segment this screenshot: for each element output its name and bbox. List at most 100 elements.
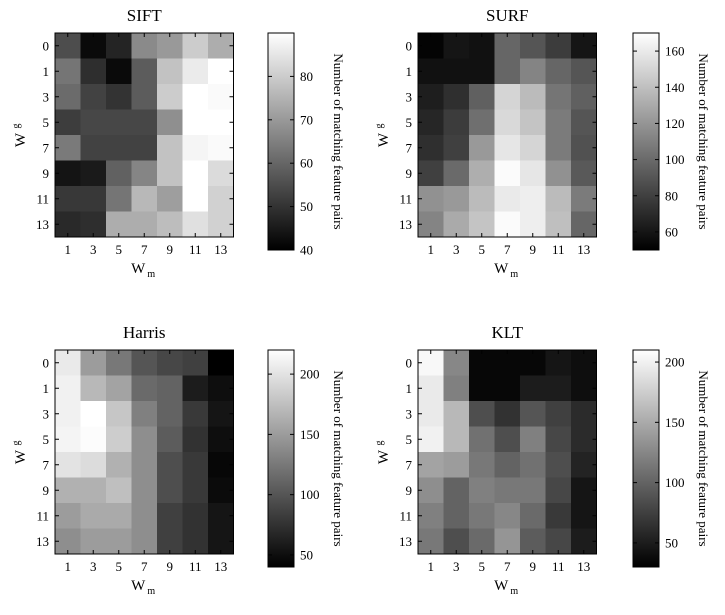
heatmap-cell	[80, 375, 107, 402]
heatmap-cell	[443, 33, 470, 59]
heatmap-cell	[106, 135, 132, 161]
heatmap-cell	[182, 452, 209, 478]
heatmap-cell	[131, 135, 158, 161]
heatmap-cell	[157, 33, 183, 59]
heatmap-cell	[469, 84, 495, 110]
y-tick-label: 11	[399, 191, 412, 206]
heatmap-cell	[55, 503, 81, 529]
heatmap-cell	[157, 503, 183, 529]
heatmap-cell	[131, 84, 158, 110]
heatmap-cell	[157, 452, 183, 478]
heatmap-cell	[157, 426, 183, 453]
y-tick-label: 3	[406, 406, 413, 421]
heatmap-cell	[545, 109, 572, 136]
heatmap-cell	[106, 33, 132, 59]
heatmap-cell	[520, 477, 546, 504]
heatmap-cell	[55, 477, 81, 504]
heatmap-cell	[418, 135, 444, 161]
y-axis-label: W	[376, 132, 392, 147]
heatmap-cell	[520, 503, 546, 529]
heatmap-cell	[80, 160, 107, 187]
heatmap-cell	[80, 135, 107, 161]
x-axis-label: W	[494, 261, 509, 277]
x-tick-label: 11	[189, 559, 202, 574]
heatmap-cell	[80, 109, 107, 136]
x-tick-label: 1	[428, 242, 435, 257]
x-tick-label: 1	[65, 242, 72, 257]
heatmap-cell	[131, 375, 158, 402]
heatmap-cell	[494, 84, 521, 110]
y-axis-label-sub: g	[374, 441, 385, 446]
heatmap-cell	[418, 350, 444, 376]
heatmap-cell	[106, 375, 132, 402]
heatmap-cell	[469, 135, 495, 161]
y-tick-label: 7	[43, 140, 50, 155]
colorbar-tick-label: 100	[300, 487, 320, 502]
heatmap-cell	[520, 135, 546, 161]
heatmap-cell	[520, 33, 546, 59]
y-tick-label: 9	[406, 166, 413, 181]
heatmap-cell	[182, 186, 209, 212]
heatmap-cell	[469, 109, 495, 136]
y-axis-label-sub: g	[374, 124, 385, 129]
heatmap-cell	[494, 58, 521, 85]
heatmap-cell	[469, 503, 495, 529]
heatmap-cell	[443, 135, 470, 161]
heatmap-cell	[106, 109, 132, 136]
colorbar-tick-label: 150	[665, 415, 685, 430]
x-tick-label: 13	[214, 559, 227, 574]
heatmap-cell	[131, 186, 158, 212]
x-axis-label-sub: m	[147, 586, 155, 597]
heatmap-cell	[443, 401, 470, 427]
heatmap-cell	[80, 477, 107, 504]
x-tick-label: 3	[453, 242, 460, 257]
x-tick-label: 7	[141, 242, 148, 257]
heatmap-cell	[157, 375, 183, 402]
y-axis-label-group: Wg	[374, 441, 392, 465]
x-tick-label: 1	[65, 559, 72, 574]
x-tick-label: 13	[577, 559, 590, 574]
heatmap-cell	[157, 58, 183, 85]
heatmap-cell	[443, 58, 470, 85]
colorbar-tick-label: 80	[665, 188, 678, 203]
heatmap-cell	[131, 160, 158, 187]
heatmap-cell	[545, 452, 572, 478]
heatmap-cell	[182, 160, 209, 187]
y-tick-label: 0	[43, 38, 50, 53]
heatmap-cell	[418, 426, 444, 453]
heatmap-cell	[182, 58, 209, 85]
x-tick-label: 9	[530, 242, 537, 257]
heatmap-cell	[418, 186, 444, 212]
x-tick-label: 5	[116, 242, 123, 257]
colorbar-tick-label: 160	[665, 44, 685, 59]
heatmap-cell	[443, 375, 470, 402]
heatmap-cell	[443, 109, 470, 136]
heatmap-cell	[494, 375, 521, 402]
y-tick-label: 1	[43, 64, 50, 79]
y-tick-label: 13	[399, 534, 412, 549]
heatmap-cell	[106, 503, 132, 529]
heatmap-cell	[131, 452, 158, 478]
y-axis-label: W	[13, 449, 29, 464]
heatmap-cell	[545, 186, 572, 212]
heatmap-cell	[469, 426, 495, 453]
heatmap-cell	[55, 33, 81, 59]
y-tick-label: 7	[43, 457, 50, 472]
heatmap-cell	[545, 350, 572, 376]
heatmap-cell	[494, 186, 521, 212]
y-axis-label-group: Wg	[374, 124, 392, 148]
heatmap-cell	[545, 426, 572, 453]
x-tick-label: 11	[189, 242, 202, 257]
heatmap-cell	[443, 426, 470, 453]
heatmap-cell	[494, 135, 521, 161]
y-tick-label: 0	[43, 355, 50, 370]
x-tick-label: 5	[479, 559, 486, 574]
y-tick-label: 0	[406, 355, 413, 370]
heatmap-cell	[182, 350, 209, 376]
y-axis-label: W	[13, 132, 29, 147]
heatmap-cell	[494, 350, 521, 376]
heatmap-cell	[106, 84, 132, 110]
y-tick-label: 9	[43, 166, 50, 181]
y-tick-label: 7	[406, 140, 413, 155]
